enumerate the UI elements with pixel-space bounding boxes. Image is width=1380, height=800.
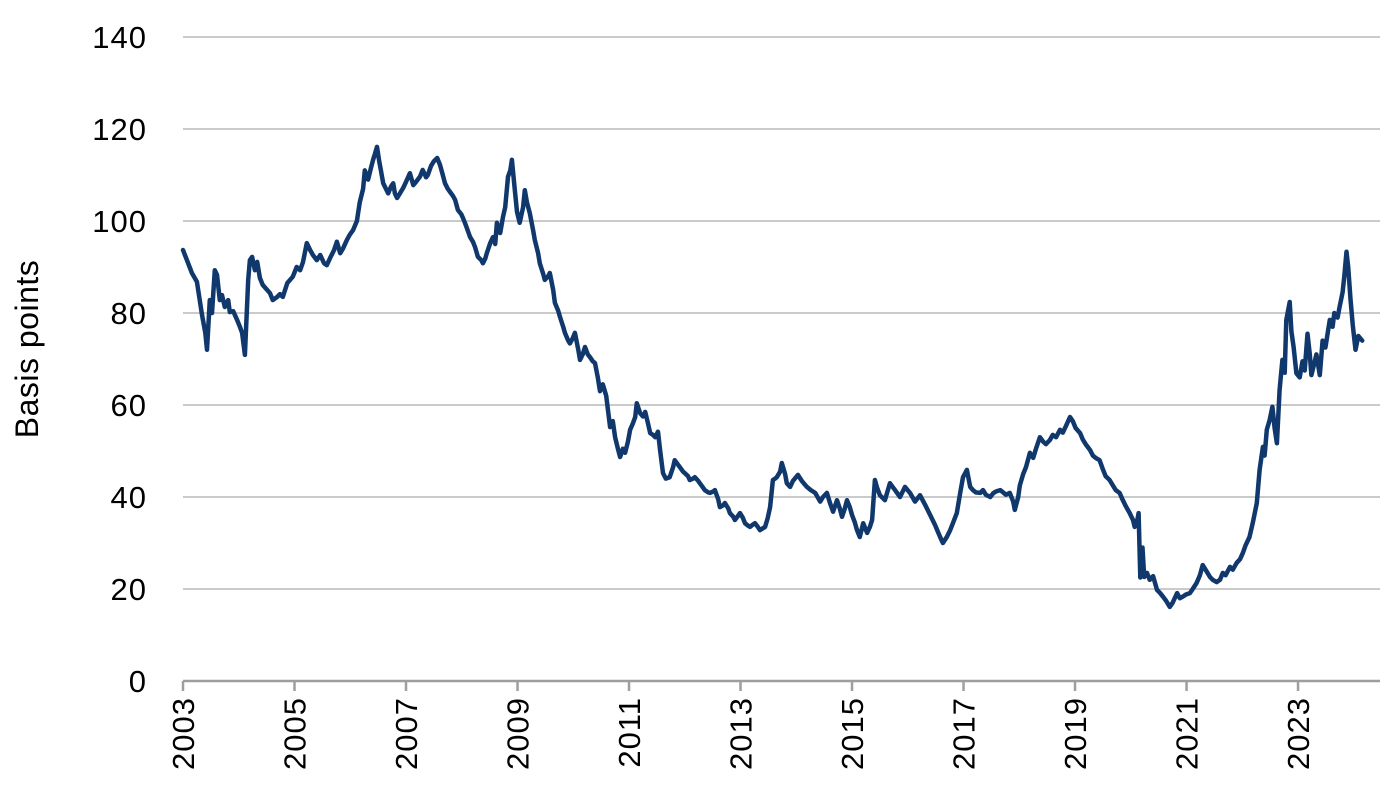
x-axis [181, 679, 1380, 691]
x-tick-label: 2003 [166, 697, 201, 770]
x-tick-label: 2017 [947, 697, 982, 770]
x-tick-label: 2019 [1058, 697, 1093, 770]
y-tick-label: 40 [111, 480, 147, 515]
x-tick-label: 2023 [1281, 697, 1316, 770]
x-tick-label: 2005 [278, 697, 313, 770]
x-tick-label: 2009 [501, 697, 536, 770]
x-tick-label: 2015 [835, 697, 870, 770]
y-tick-label: 100 [92, 204, 147, 239]
y-tick-label: 80 [111, 296, 147, 331]
gridlines [183, 36, 1380, 590]
y-tick-labels: 0 20 40 60 80 100 120 140 [92, 20, 147, 699]
y-tick-label: 60 [111, 388, 147, 423]
x-tick-label: 2013 [724, 697, 759, 770]
y-tick-label: 20 [111, 572, 147, 607]
data-line [180, 144, 1365, 610]
x-tick-label: 2021 [1170, 697, 1205, 770]
x-tick-label: 2007 [389, 697, 424, 770]
x-tick-label: 2011 [612, 697, 647, 768]
y-tick-label: 0 [129, 664, 147, 699]
y-tick-label: 140 [92, 20, 147, 55]
x-tick-labels: 2003 2005 2007 2009 2011 2013 2015 2017 2019 2021… [166, 697, 1316, 770]
y-tick-label: 120 [92, 112, 147, 147]
y-axis-title: Basis points [9, 260, 45, 439]
series-lines [180, 144, 1365, 610]
